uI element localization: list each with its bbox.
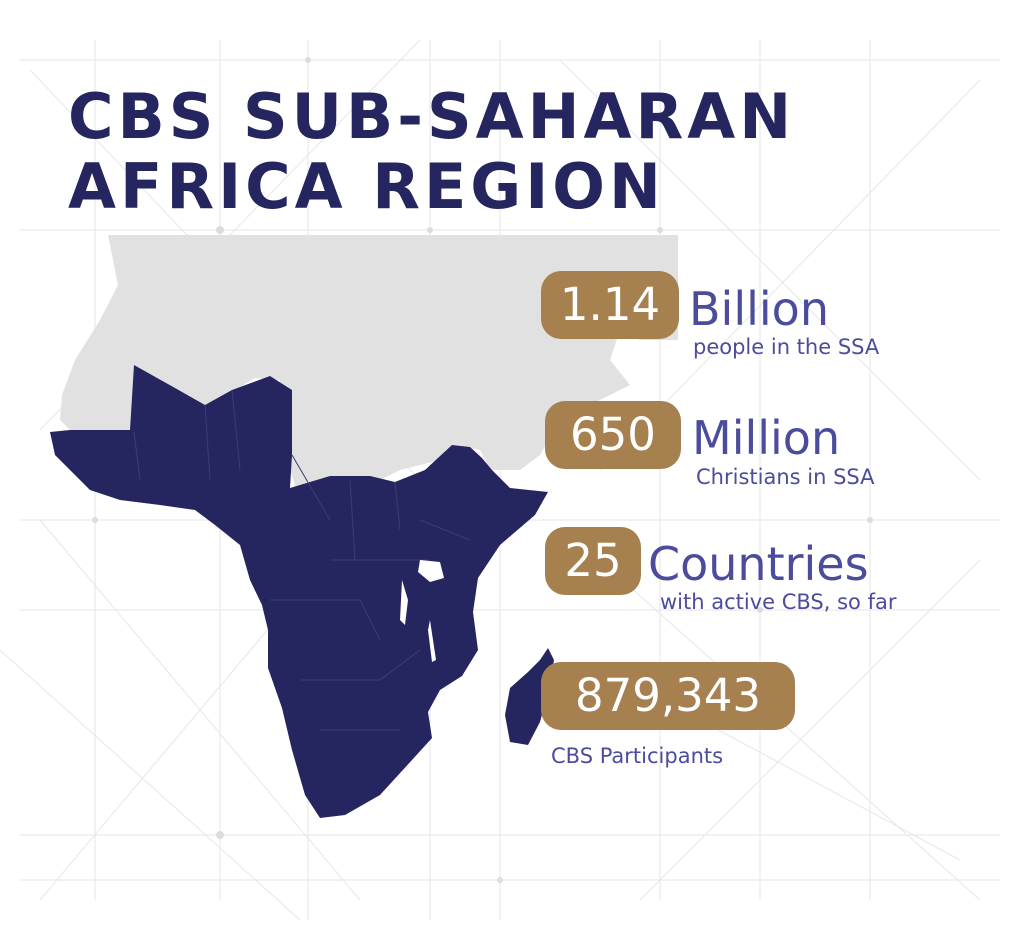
population-unit: Billion bbox=[689, 282, 829, 336]
title-line-1: CBS SUB-SAHARAN bbox=[68, 80, 796, 153]
participants-value-badge: 879,343 bbox=[541, 662, 795, 730]
population-caption: people in the SSA bbox=[693, 335, 880, 359]
north-africa-land bbox=[60, 235, 678, 500]
country-borders bbox=[133, 389, 471, 731]
great-lakes bbox=[400, 560, 444, 662]
madagascar bbox=[505, 648, 554, 745]
population-value-badge: 1.14 bbox=[541, 271, 679, 339]
sub-saharan-africa-region bbox=[50, 365, 548, 818]
countries-caption: with active CBS, so far bbox=[660, 590, 897, 614]
page-title: CBS SUB-SAHARAN AFRICA REGION bbox=[68, 82, 795, 222]
participants-caption: CBS Participants bbox=[551, 744, 724, 768]
title-line-2: AFRICA REGION bbox=[68, 150, 665, 223]
christians-caption: Christians in SSA bbox=[696, 465, 875, 489]
christians-value-badge: 650 bbox=[545, 401, 681, 469]
countries-unit: Countries bbox=[648, 537, 869, 591]
christians-unit: Million bbox=[692, 411, 841, 465]
countries-value-badge: 25 bbox=[545, 527, 641, 595]
